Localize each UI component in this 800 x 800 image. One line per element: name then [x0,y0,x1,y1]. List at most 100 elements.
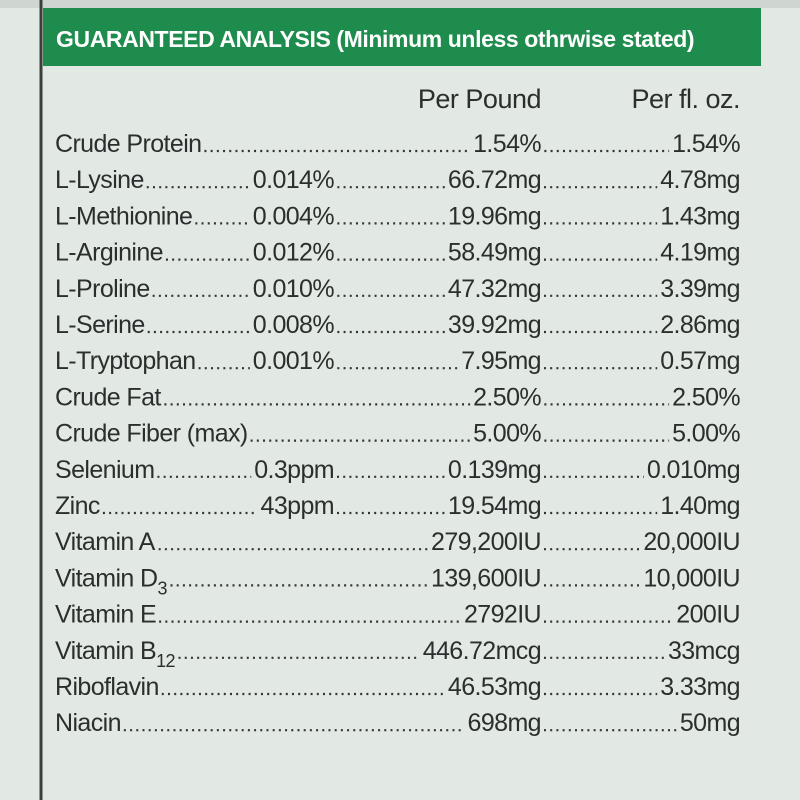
row: L-Serine 0.008% 39.92mg 2.86mg [55,311,741,339]
row-name: Selenium [55,456,154,484]
per-fl-oz: 5.00% [672,420,740,448]
ratio: 0.004% [253,202,335,230]
row-name: L-Serine [55,311,145,339]
row-name: Riboflavin [55,673,159,701]
per-fl-oz: 0.57mg [660,347,740,375]
row-name: Crude Fiber (max) [55,420,248,448]
per-pound: 698mg [468,709,541,737]
row-name: Vitamin B12 [55,637,176,671]
per-fl-oz: 200IU [676,601,740,629]
ratio: 0.010% [253,275,335,303]
name-text: L-Serine [55,311,145,339]
ratio: 0.012% [253,239,335,267]
per-fl-oz: 10,000IU [643,564,740,592]
name-text: Zinc [55,492,100,520]
row: Vitamin E 2792IU 200IU [55,601,741,629]
name-subscript: 3 [158,578,168,598]
name-text: Vitamin E [55,601,156,629]
per-pound: 139,600IU [431,564,541,592]
per-fl-oz: 1.54% [672,130,740,158]
column-header: Per fl. oz. [631,84,740,114]
per-pound: 2.50% [473,383,541,411]
per-fl-oz: 3.39mg [660,275,740,303]
name-text: L-Proline [55,275,150,303]
per-fl-oz: 4.19mg [660,239,740,267]
per-pound: 2792IU [464,601,541,629]
per-pound: 19.54mg [448,492,541,520]
per-fl-oz: 20,000IU [643,528,740,556]
row-name: Vitamin E [55,601,156,629]
per-pound: 1.54% [473,130,541,158]
per-fl-oz: 2.86mg [660,311,740,339]
row: L-Tryptophan 0.001% 7.95mg 0.57mg [55,347,741,375]
row-name: L-Methionine [55,202,192,230]
row-name: Crude Fat [55,383,161,411]
per-fl-oz: 1.43mg [660,202,740,230]
name-text: Selenium [55,456,154,484]
name-text: Crude Fiber (max) [55,420,248,448]
row: Niacin 698mg 50mg [55,709,741,737]
row-name: Zinc [55,492,100,520]
ratio: 0.014% [253,166,335,194]
row: Crude Fat 2.50% 2.50% [55,383,741,411]
ratio: 0.3ppm [254,456,334,484]
row: L-Methionine 0.004% 19.96mg 1.43mg [55,202,741,230]
row-name: Vitamin A [55,528,156,556]
name-text: Vitamin D [55,564,158,592]
name-text: L-Tryptophan [55,347,196,375]
name-text: Niacin [55,709,121,737]
name-text: L-Arginine [55,239,163,267]
header-title: GUARANTEED ANALYSIS (Minimum unless othr… [56,26,694,52]
per-pound: 279,200IU [431,528,541,556]
column-header: Per Pound [418,84,541,114]
name-text: Crude Fat [55,383,161,411]
name-text: Crude Protein [55,130,201,158]
row-name: Crude Protein [55,130,201,158]
per-fl-oz: 50mg [680,709,740,737]
per-pound: 446.72mcg [423,637,541,665]
row: Selenium 0.3ppm 0.139mg 0.010mg [55,456,741,484]
per-fl-oz: 2.50% [672,383,740,411]
name-text: L-Methionine [55,202,192,230]
row: Riboflavin 46.53mg 3.33mg [55,673,741,701]
per-fl-oz: 1.40mg [660,492,740,520]
ratio: 43ppm [261,492,334,520]
ratio: 0.008% [253,311,335,339]
row: Vitamin A 279,200IU 20,000IU [55,528,741,556]
row: Zinc 43ppm 19.54mg 1.40mg [55,492,741,520]
per-pound: 58.49mg [448,239,541,267]
row: Vitamin B12 446.72mcg 33mcg [55,637,741,671]
per-pound: 7.95mg [461,347,541,375]
row-name: L-Tryptophan [55,347,196,375]
header-band [43,8,761,66]
name-subscript: 12 [156,651,175,671]
row: L-Arginine 0.012% 58.49mg 4.19mg [55,239,741,267]
row-name: L-Arginine [55,239,163,267]
name-text: Vitamin B [55,637,156,665]
top-edge [0,0,800,8]
per-fl-oz: 3.33mg [660,673,740,701]
name-text: Riboflavin [55,673,159,701]
row: Crude Protein 1.54% 1.54% [55,130,741,158]
ratio: 0.001% [253,347,335,375]
per-fl-oz: 33mcg [668,637,740,665]
per-pound: 47.32mg [448,275,541,303]
per-pound: 19.96mg [448,202,541,230]
row-name: L-Proline [55,275,150,303]
row: L-Lysine 0.014% 66.72mg 4.78mg [55,166,741,194]
row: Vitamin D3 139,600IU 10,000IU [55,564,741,598]
name-text: Vitamin A [55,528,156,556]
row: Crude Fiber (max) 5.00% 5.00% [55,420,741,448]
per-fl-oz: 4.78mg [660,166,740,194]
rows: Crude Protein 1.54% 1.54% L-Lysine 0.014% 66.… [55,130,741,737]
per-pound: 5.00% [473,420,541,448]
name-text: L-Lysine [55,166,144,194]
per-fl-oz: 0.010mg [647,456,740,484]
row-name: Niacin [55,709,121,737]
per-pound: 39.92mg [448,311,541,339]
per-pound: 66.72mg [448,166,541,194]
row-name: Vitamin D3 [55,564,168,598]
row: L-Proline 0.010% 47.32mg 3.39mg [55,275,741,303]
